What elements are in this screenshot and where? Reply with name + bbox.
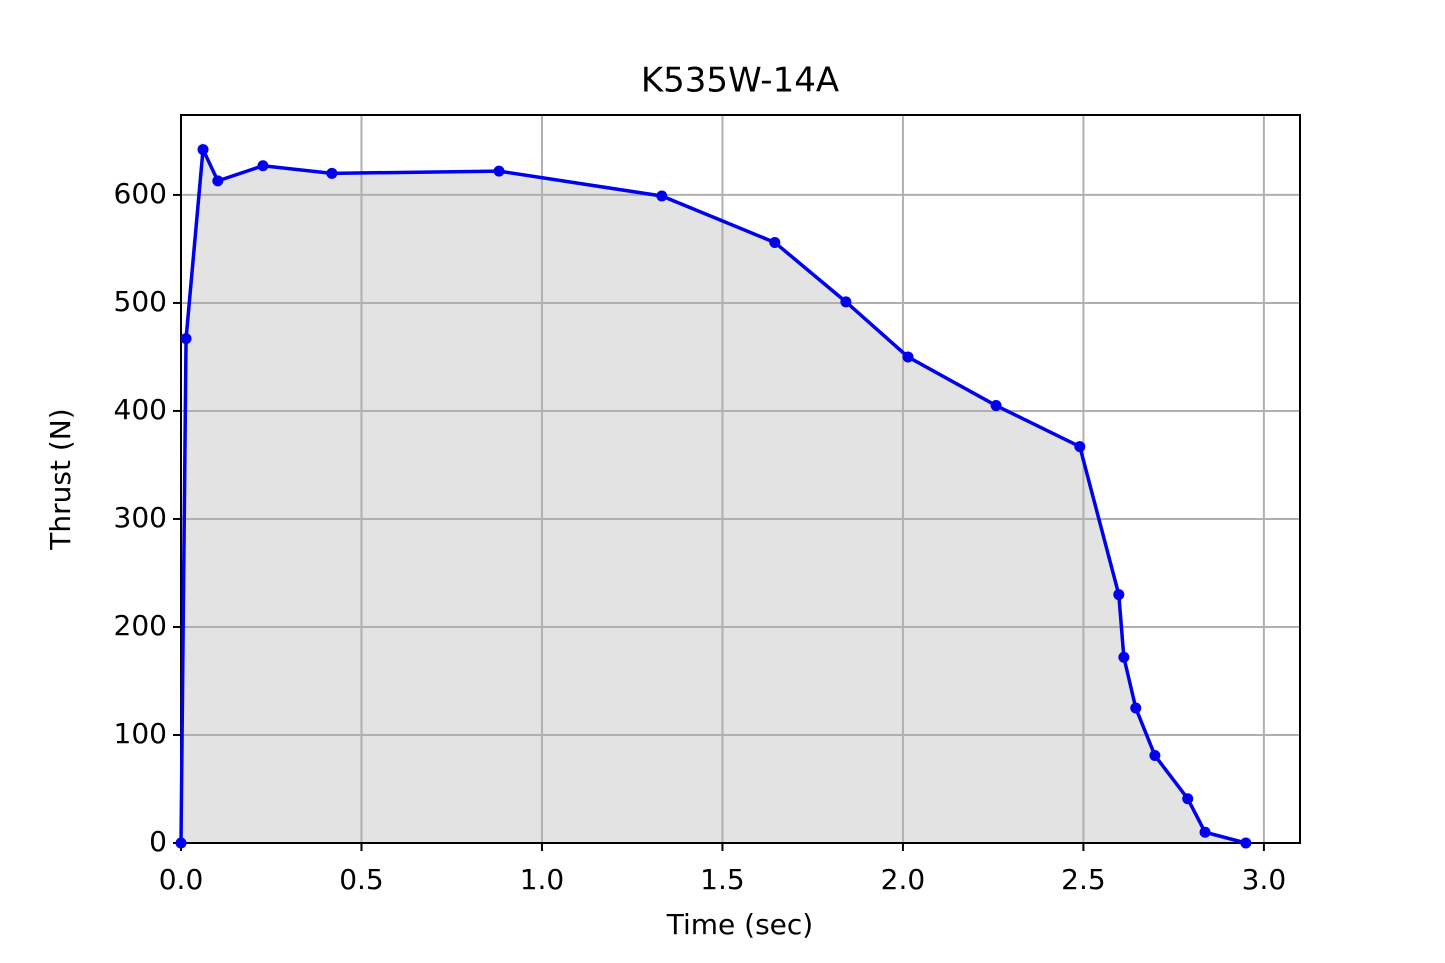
x-tick-label: 1.5	[700, 863, 745, 896]
point	[1182, 793, 1194, 805]
point	[990, 400, 1002, 412]
point	[1130, 702, 1142, 714]
y-tick-label: 100	[114, 717, 167, 750]
y-tick-label: 500	[114, 285, 167, 318]
x-tick-label: 2.0	[881, 863, 926, 896]
y-tick-label: 600	[114, 177, 167, 210]
y-tick-label: 300	[114, 501, 167, 534]
plot-frame	[180, 114, 1301, 844]
y-tick-label: 400	[114, 393, 167, 426]
y-tick-label: 0	[149, 825, 167, 858]
point	[1199, 826, 1211, 838]
point	[902, 351, 914, 363]
x-tick-label: 2.5	[1061, 863, 1106, 896]
point	[840, 296, 852, 308]
point	[197, 144, 209, 156]
point	[257, 160, 269, 172]
point	[1074, 441, 1086, 453]
point	[175, 837, 187, 849]
x-tick-label: 0.0	[159, 863, 204, 896]
point	[769, 236, 781, 248]
y-axis-label: Thrust (N)	[44, 408, 77, 550]
area-fill	[181, 149, 1246, 844]
point	[1240, 837, 1252, 849]
point	[1113, 589, 1125, 601]
line	[179, 142, 1247, 845]
y-tick-label: 200	[114, 609, 167, 642]
point	[1149, 750, 1161, 762]
x-tick-label: 1.0	[520, 863, 565, 896]
x-axis-label: Time (sec)	[666, 908, 813, 941]
point	[180, 333, 192, 345]
point	[493, 165, 505, 177]
point	[212, 175, 224, 187]
point	[326, 167, 338, 179]
point	[1118, 651, 1130, 663]
chart-title: K535W-14A	[641, 61, 839, 101]
point	[656, 190, 668, 202]
x-tick-label: 3.0	[1242, 863, 1287, 896]
x-tick-label: 0.5	[339, 863, 384, 896]
